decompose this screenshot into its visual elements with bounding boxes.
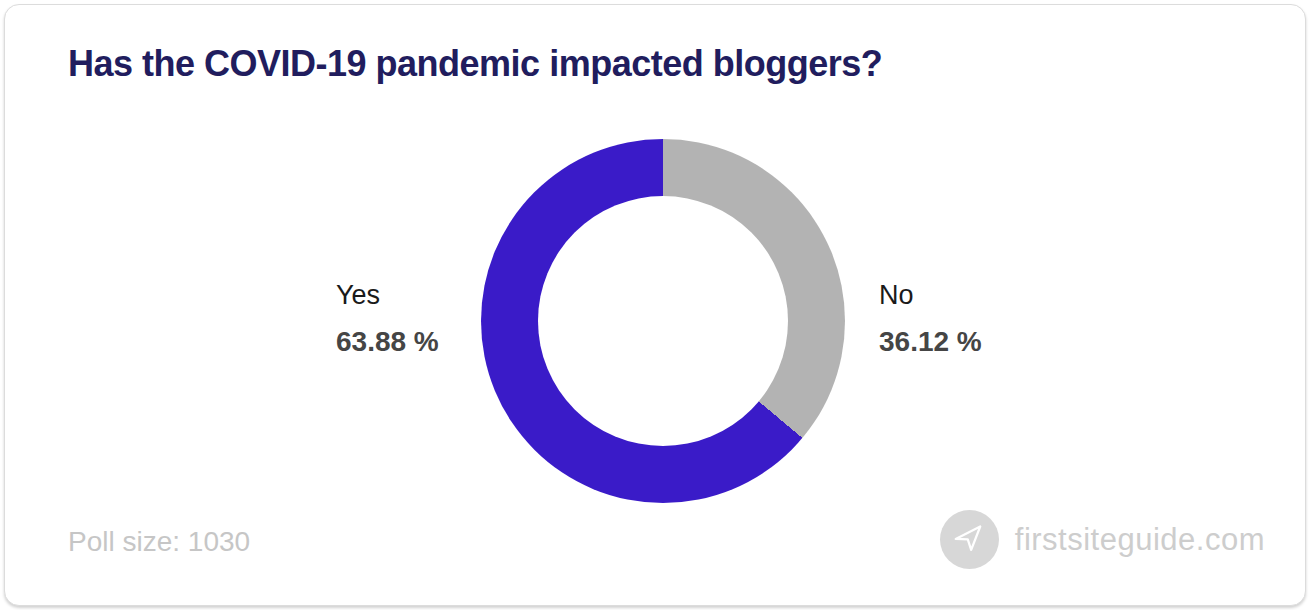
page-title: Has the COVID-19 pandemic impacted blogg… — [68, 43, 1168, 85]
donut-hole — [538, 196, 788, 446]
paper-plane-icon — [953, 522, 985, 558]
slice-yes-name: Yes — [336, 282, 556, 309]
slice-label-no: No 36.12 % — [879, 282, 1099, 356]
brand-badge — [940, 510, 999, 569]
brand-name: firstsiteguide.com — [1015, 522, 1265, 558]
poll-size-text: Poll size: 1030 — [68, 526, 250, 558]
slice-label-yes: Yes 63.88 % — [336, 282, 556, 356]
slice-no-value: 36.12 % — [879, 328, 1099, 356]
infographic-card: Has the COVID-19 pandemic impacted blogg… — [4, 4, 1306, 606]
brand: firstsiteguide.com — [940, 510, 1265, 569]
slice-yes-value: 63.88 % — [336, 328, 556, 356]
slice-no-name: No — [879, 282, 1099, 309]
